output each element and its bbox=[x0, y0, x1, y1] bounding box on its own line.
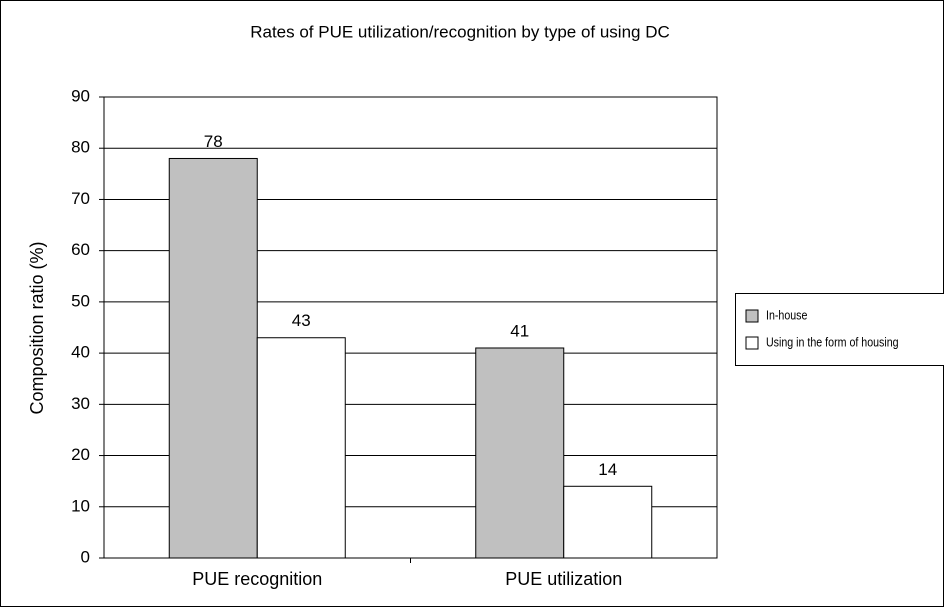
bar bbox=[256, 337, 346, 559]
legend-label: In-house bbox=[766, 307, 808, 322]
bar bbox=[168, 157, 258, 559]
bar bbox=[475, 347, 565, 559]
y-axis-label: Composition ratio (%) bbox=[27, 241, 47, 414]
y-tick-label: 50 bbox=[71, 291, 90, 310]
data-label: 14 bbox=[598, 460, 617, 479]
legend-swatch bbox=[745, 309, 759, 323]
data-label: 43 bbox=[292, 311, 311, 330]
x-tick-label: PUE recognition bbox=[192, 569, 322, 589]
chart-title: Rates of PUE utilization/recognition by … bbox=[250, 22, 670, 41]
data-label: 41 bbox=[510, 321, 529, 340]
y-tick-label: 0 bbox=[81, 547, 90, 566]
y-tick-label: 40 bbox=[71, 343, 90, 362]
y-tick-label: 10 bbox=[71, 496, 90, 515]
data-label: 78 bbox=[204, 132, 223, 151]
y-tick-label: 30 bbox=[71, 394, 90, 413]
bar bbox=[563, 485, 653, 559]
y-tick-label: 80 bbox=[71, 138, 90, 157]
y-tick-label: 20 bbox=[71, 445, 90, 464]
y-tick-label: 60 bbox=[71, 240, 90, 259]
y-tick-label: 90 bbox=[71, 86, 90, 105]
legend-box bbox=[735, 293, 944, 366]
x-tick-label: PUE utilization bbox=[505, 569, 622, 589]
legend-label: Using in the form of housing bbox=[766, 334, 899, 349]
y-tick-label: 70 bbox=[71, 189, 90, 208]
legend-swatch bbox=[745, 336, 759, 350]
